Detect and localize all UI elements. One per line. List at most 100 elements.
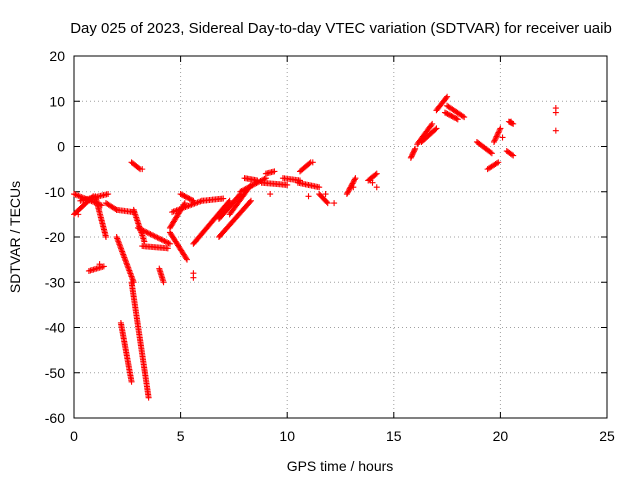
y-tick-label: -50 (45, 365, 65, 381)
data-point (267, 191, 274, 198)
data-point (409, 152, 416, 159)
data-point (351, 177, 358, 184)
data-point (248, 183, 255, 190)
data-point (350, 179, 357, 186)
data-point (453, 115, 460, 122)
data-point (428, 122, 435, 129)
data-point (459, 113, 466, 120)
data-point (241, 186, 248, 193)
data-point (448, 112, 455, 119)
plot-area-frame (73, 55, 608, 419)
data-point (154, 234, 161, 241)
data-point (161, 238, 168, 245)
data-point (411, 147, 418, 154)
data-point (372, 171, 379, 178)
data-point (183, 256, 190, 263)
data-point (461, 114, 468, 121)
data-point (75, 211, 82, 218)
y-tick-label: -10 (45, 184, 65, 200)
data-point (143, 229, 150, 236)
data-point (181, 193, 188, 200)
data-point (429, 120, 436, 127)
data-point (495, 159, 502, 166)
data-point (445, 111, 452, 118)
data-point (244, 185, 251, 192)
data-point (373, 170, 380, 177)
data-point (497, 125, 504, 132)
data-point (345, 188, 352, 195)
data-point (249, 182, 256, 189)
x-tick-label: 25 (599, 428, 615, 444)
data-point (186, 195, 193, 202)
chart-title: Day 025 of 2023, Sidereal Day-to-day VTE… (70, 20, 612, 37)
data-point (306, 160, 313, 167)
data-point (499, 134, 506, 141)
data-point (508, 118, 515, 125)
data-point (245, 184, 252, 191)
data-point (493, 133, 500, 140)
y-tick-label: -40 (45, 320, 65, 336)
data-point (158, 236, 165, 243)
data-point (190, 274, 197, 281)
data-point (449, 113, 456, 120)
data-point (166, 240, 173, 247)
data-point (147, 231, 154, 238)
data-point (139, 227, 146, 234)
data-point (450, 114, 457, 121)
data-point (144, 229, 151, 236)
data-point (164, 239, 171, 246)
data-point (148, 231, 155, 238)
data-point (239, 187, 246, 194)
data-point (105, 191, 112, 198)
data-point (322, 191, 329, 198)
data-point (254, 177, 261, 184)
data-point (510, 152, 517, 159)
data-point (182, 193, 189, 200)
data-point (238, 188, 245, 195)
x-tick-label: 15 (386, 428, 402, 444)
data-point (331, 200, 338, 207)
data-point (433, 125, 440, 132)
data-point (309, 159, 316, 166)
data-point (159, 237, 166, 244)
data-point (102, 234, 109, 240)
data-point (181, 200, 188, 207)
y-tick-label: 0 (57, 139, 65, 155)
data-point (443, 110, 450, 117)
data-point (178, 191, 185, 198)
data-point (350, 184, 357, 191)
data-point (137, 226, 144, 233)
data-point (508, 151, 515, 158)
data-point (246, 198, 253, 205)
data-point (185, 195, 192, 202)
data-point (150, 232, 157, 239)
data-point (177, 191, 184, 198)
y-tick-label: 10 (49, 93, 65, 109)
data-point (151, 233, 158, 240)
data-point (242, 185, 249, 192)
data-point (454, 116, 461, 123)
data-point (187, 196, 194, 203)
data-point (100, 263, 107, 270)
data-point (346, 185, 353, 192)
data-point (373, 184, 380, 191)
data-point (432, 126, 439, 133)
data-point (183, 194, 190, 201)
data-point (443, 94, 450, 101)
data-point (344, 189, 351, 196)
data-point (496, 126, 503, 133)
data-point (552, 127, 559, 134)
y-tick-label: -30 (45, 274, 65, 290)
data-point (324, 200, 331, 207)
data-point (447, 112, 454, 119)
data-point (494, 130, 501, 137)
data-point (246, 183, 253, 190)
y-tick-label: -60 (45, 410, 65, 426)
data-point (444, 110, 451, 117)
data-point (180, 192, 187, 199)
data-point (141, 228, 148, 235)
y-tick-label: 20 (49, 48, 65, 64)
x-tick-label: 20 (493, 428, 509, 444)
data-point (128, 378, 135, 385)
data-point (157, 235, 164, 242)
